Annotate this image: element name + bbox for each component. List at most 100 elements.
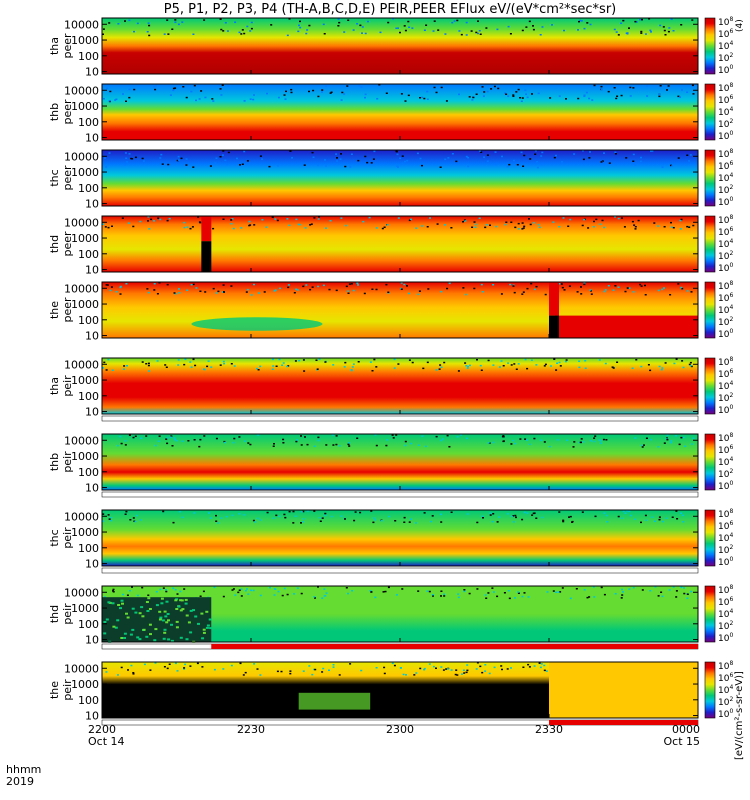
speckle: [598, 439, 601, 441]
colorbar-tick-label: 106: [718, 292, 733, 304]
speckle: [340, 153, 342, 155]
speckle: [202, 590, 205, 593]
speckle: [408, 26, 411, 28]
speckle: [166, 442, 169, 445]
speckle: [181, 516, 184, 519]
speckle: [317, 285, 320, 288]
speckle: [215, 157, 218, 159]
speckle: [335, 435, 338, 437]
speckle: [440, 86, 443, 89]
speckle: [559, 591, 562, 593]
speckle: [128, 96, 131, 99]
speckle: [533, 437, 536, 440]
speckle: [363, 292, 366, 295]
time-axis-label-hhmm: hhmm: [6, 763, 41, 776]
speckle: [443, 593, 446, 595]
speckle: [166, 219, 169, 222]
speckle: [677, 283, 680, 285]
speckle: [675, 590, 678, 592]
spectrogram-image: [102, 18, 698, 74]
quality-flag-bar: [101, 415, 699, 422]
speckle: [286, 218, 289, 220]
speckle: [141, 615, 145, 618]
speckle: [411, 361, 414, 364]
speckle: [321, 597, 324, 599]
x-tick-label: 2230: [237, 723, 265, 736]
speckle: [671, 516, 674, 518]
speckle: [492, 441, 495, 444]
speckle: [484, 670, 487, 672]
speckle: [220, 94, 223, 96]
speckle: [208, 618, 212, 621]
colorbar-tick-label: 108: [718, 16, 733, 28]
speckle: [589, 440, 592, 442]
quality-flag-segment: [211, 644, 698, 649]
speckle: [179, 590, 182, 593]
speckle: [308, 665, 311, 667]
speckle: [156, 360, 159, 362]
speckle: [296, 587, 299, 589]
speckle: [644, 284, 646, 287]
speckle: [239, 662, 242, 665]
speckle: [302, 359, 305, 361]
speckle: [250, 27, 253, 30]
speckle: [163, 666, 166, 668]
speckle: [340, 99, 343, 101]
speckle: [314, 597, 316, 599]
speckle: [493, 666, 496, 669]
speckle: [173, 437, 176, 439]
speckle: [514, 226, 517, 229]
colorbar-tick-label: 106: [718, 672, 733, 684]
speckle: [677, 157, 680, 159]
speckle: [447, 157, 450, 159]
speckle: [174, 19, 177, 21]
speckle: [283, 587, 286, 590]
speckle: [512, 159, 515, 162]
speckle: [495, 225, 498, 228]
speckle: [662, 26, 665, 28]
speckle: [692, 224, 695, 227]
speckle: [157, 217, 160, 219]
speckle: [431, 594, 434, 596]
speckle: [112, 625, 116, 628]
speckle: [415, 227, 418, 229]
panel-probe-label: thb: [48, 453, 61, 471]
speckle: [172, 587, 175, 589]
speckle: [536, 166, 539, 169]
speckle: [651, 150, 654, 152]
speckle: [670, 221, 672, 224]
speckle: [477, 20, 479, 22]
speckle: [166, 19, 169, 21]
speckle: [184, 598, 188, 601]
speckle: [645, 437, 648, 439]
speckle: [349, 166, 352, 168]
speckle: [480, 151, 483, 153]
colorbar-tick-label: 100: [718, 262, 733, 274]
speckle: [185, 164, 188, 166]
speckle: [153, 289, 156, 291]
speckle: [661, 367, 664, 369]
speckle: [217, 84, 220, 86]
speckle: [107, 514, 110, 516]
speckle: [667, 85, 670, 87]
speckle: [663, 442, 666, 444]
speckle: [332, 666, 335, 668]
speckle: [422, 367, 425, 370]
speckle: [294, 360, 297, 362]
speckle: [122, 593, 124, 596]
speckle: [552, 221, 555, 223]
speckle: [583, 27, 586, 30]
speckle-texture: [102, 358, 693, 372]
colorbar-tick-label: 102: [718, 316, 733, 328]
speckle: [219, 18, 222, 20]
speckle: [325, 444, 328, 446]
speckle: [543, 664, 546, 667]
speckle: [582, 441, 585, 443]
speckle: [602, 438, 605, 441]
speckle: [186, 226, 189, 228]
speckle-texture: [102, 510, 685, 524]
speckle: [393, 367, 396, 369]
speckle: [487, 442, 490, 444]
speckle: [515, 91, 518, 93]
